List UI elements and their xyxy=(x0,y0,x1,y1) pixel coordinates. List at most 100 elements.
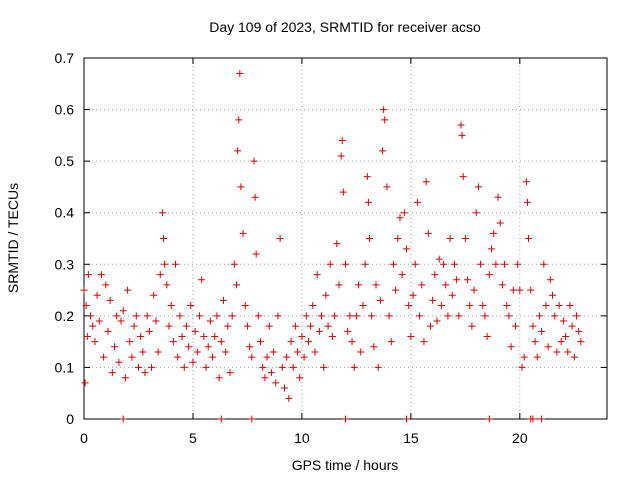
data-point xyxy=(278,363,286,371)
data-point xyxy=(250,157,258,165)
data-point xyxy=(117,317,125,325)
y-tick-label: 0.7 xyxy=(55,50,75,66)
data-point xyxy=(241,302,249,310)
y-tick-label: 0.1 xyxy=(55,359,75,375)
data-point xyxy=(355,281,363,289)
data-point xyxy=(235,116,243,124)
data-point xyxy=(326,260,334,268)
data-point xyxy=(431,271,439,279)
data-point xyxy=(564,348,572,356)
data-point xyxy=(379,147,387,155)
data-point xyxy=(324,322,332,330)
data-point xyxy=(206,317,214,325)
data-point xyxy=(82,302,90,310)
data-point xyxy=(535,312,543,320)
data-point xyxy=(254,312,262,320)
data-point xyxy=(501,260,509,268)
data-point xyxy=(440,260,448,268)
data-point xyxy=(527,286,535,294)
data-point xyxy=(455,312,463,320)
data-point xyxy=(474,183,482,191)
data-point xyxy=(291,322,299,330)
data-point xyxy=(137,332,145,340)
y-tick-label: 0.4 xyxy=(55,205,75,221)
data-point xyxy=(320,363,328,371)
data-point xyxy=(400,209,408,217)
data-point xyxy=(352,312,360,320)
data-point xyxy=(128,353,136,361)
data-point xyxy=(540,260,548,268)
data-point xyxy=(152,317,160,325)
data-point xyxy=(538,327,546,335)
data-point xyxy=(126,338,134,346)
data-point xyxy=(132,312,140,320)
data-point xyxy=(84,271,92,279)
zero-data-point xyxy=(119,415,127,423)
data-point xyxy=(542,302,550,310)
data-point xyxy=(167,302,175,310)
y-tick-label: 0.5 xyxy=(55,153,75,169)
data-point xyxy=(222,348,230,356)
data-point xyxy=(193,348,201,356)
data-point xyxy=(481,312,489,320)
x-tick-label: 15 xyxy=(403,430,419,446)
data-point xyxy=(555,302,563,310)
data-point xyxy=(289,363,297,371)
data-point xyxy=(514,260,522,268)
x-tick-label: 0 xyxy=(80,430,88,446)
data-point xyxy=(274,312,282,320)
data-point xyxy=(511,322,519,330)
x-tick-label: 20 xyxy=(512,430,528,446)
data-point xyxy=(283,353,291,361)
data-point xyxy=(372,281,380,289)
data-point xyxy=(380,106,388,114)
data-point xyxy=(234,147,242,155)
data-point xyxy=(575,327,583,335)
data-point xyxy=(198,276,206,284)
data-point xyxy=(389,260,397,268)
data-point xyxy=(287,338,295,346)
data-point xyxy=(507,343,515,351)
data-point xyxy=(93,291,101,299)
data-point xyxy=(148,363,156,371)
data-point xyxy=(442,281,450,289)
data-point xyxy=(106,296,114,304)
data-point xyxy=(189,358,197,366)
data-point xyxy=(485,271,493,279)
data-point xyxy=(572,312,580,320)
data-point xyxy=(457,121,465,129)
data-point xyxy=(174,353,182,361)
data-point xyxy=(139,348,147,356)
data-point xyxy=(385,312,393,320)
data-point xyxy=(150,291,158,299)
x-axis-label: GPS time / hours xyxy=(292,457,399,473)
data-point xyxy=(470,286,478,294)
data-point xyxy=(374,363,382,371)
data-point xyxy=(420,338,428,346)
data-point xyxy=(335,281,343,289)
data-point xyxy=(531,338,539,346)
data-marks xyxy=(80,69,585,423)
data-point xyxy=(472,209,480,217)
data-point xyxy=(424,229,432,237)
data-point xyxy=(429,296,437,304)
data-point xyxy=(464,276,472,284)
data-point xyxy=(357,348,365,356)
data-point xyxy=(259,363,267,371)
data-point xyxy=(81,379,89,387)
data-point xyxy=(416,312,424,320)
data-point xyxy=(490,229,498,237)
data-point xyxy=(200,332,208,340)
data-point xyxy=(346,312,354,320)
data-point xyxy=(492,260,500,268)
data-point xyxy=(309,302,317,310)
data-point xyxy=(294,348,302,356)
x-tick-labels: 0 5 10 15 20 xyxy=(80,430,528,446)
data-point xyxy=(383,183,391,191)
data-point xyxy=(392,286,400,294)
data-point xyxy=(498,281,506,289)
data-point xyxy=(359,302,367,310)
data-point xyxy=(453,276,461,284)
data-point xyxy=(433,317,441,325)
data-point xyxy=(257,338,265,346)
